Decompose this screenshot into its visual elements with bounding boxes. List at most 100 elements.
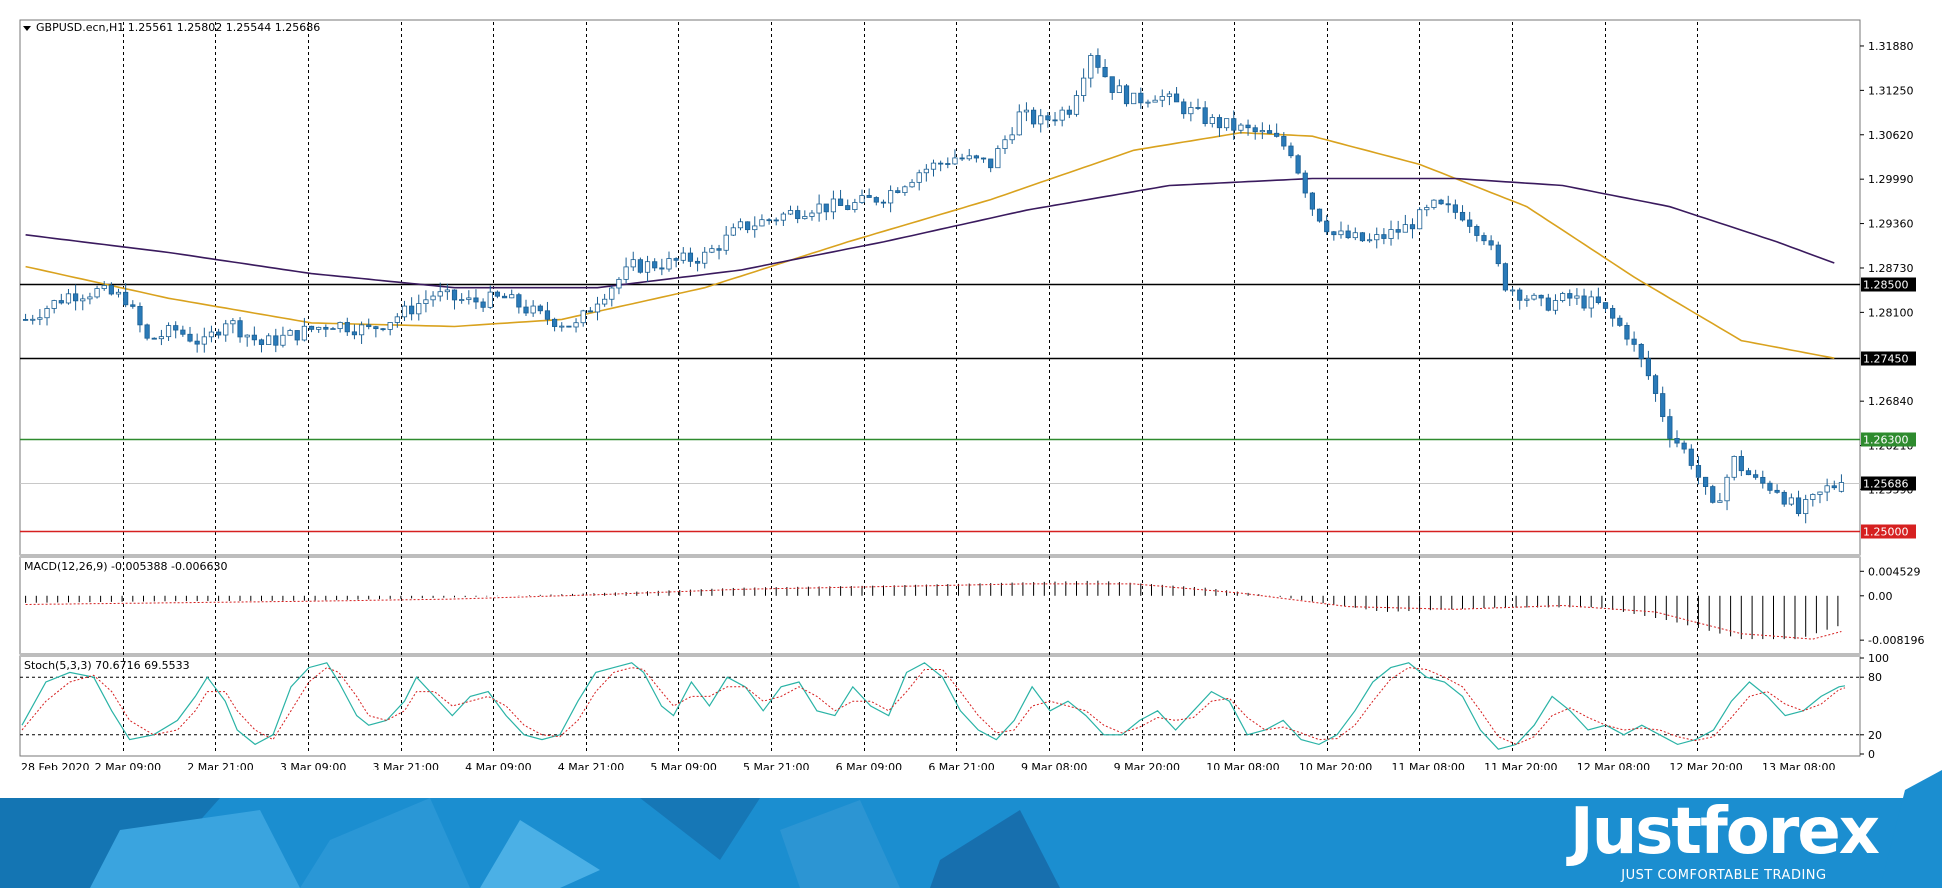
bull-candle — [580, 310, 586, 324]
bull-candle — [1366, 239, 1373, 242]
bear-candle — [1695, 465, 1702, 478]
bear-candle — [1395, 229, 1401, 233]
bear-candle — [516, 294, 522, 308]
bear-candle — [837, 198, 844, 206]
bull-candle — [101, 285, 107, 289]
bear-candle — [1173, 93, 1180, 103]
bear-candle — [173, 325, 179, 331]
bear-candle — [1781, 491, 1787, 505]
bear-candle — [1545, 297, 1551, 311]
bear-candle — [1831, 485, 1837, 489]
bear-candle — [716, 248, 722, 251]
brand-banner — [0, 770, 1942, 888]
bear-candle — [123, 291, 129, 306]
bull-candle — [337, 322, 343, 329]
time-tick-label: 28 Feb 2020 — [21, 761, 89, 770]
time-tick-label: 6 Mar 21:00 — [928, 761, 994, 770]
bear-candle — [1645, 358, 1652, 377]
bull-candle — [466, 297, 472, 300]
bear-candle — [351, 331, 358, 336]
bull-candle — [1817, 491, 1823, 495]
bear-candle — [73, 293, 79, 302]
bull-candle — [730, 227, 736, 236]
bull-candle — [30, 318, 36, 321]
bull-candle — [602, 298, 608, 305]
bear-candle — [1638, 343, 1644, 360]
bull-candle — [65, 293, 72, 304]
bear-candle — [1266, 130, 1273, 134]
bull-candle — [930, 162, 937, 170]
bear-candle — [1331, 231, 1337, 236]
level-tag-label: 1.27450 — [1863, 353, 1909, 366]
bull-candle — [1424, 207, 1430, 211]
chart-title: GBPUSD.ecn,H1 1.25561 1.25802 1.25544 1.… — [36, 21, 320, 34]
bear-candle — [694, 260, 701, 264]
bull-candle — [1552, 300, 1559, 311]
bull-candle — [1238, 124, 1244, 131]
bull-candle — [1788, 497, 1794, 505]
bear-candle — [1345, 230, 1351, 239]
bear-candle — [1567, 293, 1573, 299]
bull-candle — [1374, 234, 1380, 241]
bull-candle — [1259, 130, 1265, 133]
bull-candle — [94, 288, 100, 298]
bull-candle — [301, 325, 307, 341]
bull-candle — [1016, 111, 1022, 136]
bull-candle — [737, 221, 744, 229]
stoch-tick-label: 20 — [1868, 729, 1882, 742]
bear-candle — [251, 334, 257, 341]
time-tick-label: 10 Mar 20:00 — [1299, 761, 1372, 770]
level-tag-bg — [1861, 277, 1916, 292]
bear-candle — [895, 190, 901, 193]
price-tick-label: 1.26840 — [1868, 395, 1914, 408]
bull-candle — [1838, 482, 1845, 492]
bear-candle — [1231, 118, 1237, 131]
bull-candle — [1152, 99, 1158, 103]
bull-candle — [1402, 224, 1408, 233]
bear-candle — [1102, 66, 1108, 78]
bull-candle — [966, 155, 972, 160]
bull-candle — [1724, 476, 1730, 502]
bull-candle — [888, 190, 894, 204]
bear-candle — [873, 197, 879, 203]
time-tick-label: 12 Mar 20:00 — [1669, 761, 1742, 770]
bear-candle — [1631, 338, 1637, 345]
brand-tagline: JUST COMFORTABLE TRADING — [1621, 868, 1827, 883]
bull-candle — [1209, 117, 1215, 124]
level-tag-bg — [1861, 432, 1916, 447]
bear-candle — [1674, 438, 1680, 444]
bull-candle — [1009, 134, 1015, 141]
bear-candle — [1688, 448, 1694, 466]
bull-candle — [630, 259, 636, 268]
bear-candle — [1452, 204, 1458, 213]
price-axis: 1.31880 1.31250 1.30620 1.29990 1.29360 1.287… — [1860, 40, 1914, 496]
bear-candle — [409, 305, 415, 315]
macd-pane-frame — [19, 556, 1861, 655]
bull-candle — [444, 289, 450, 293]
bear-candle — [652, 261, 658, 269]
bull-candle — [487, 291, 493, 308]
time-tick-label: 5 Mar 21:00 — [743, 761, 809, 770]
bull-candle — [1166, 93, 1173, 97]
bear-candle — [1610, 308, 1616, 319]
time-tick-label: 10 Mar 08:00 — [1206, 761, 1279, 770]
bear-candle — [480, 301, 486, 308]
stoch-signal-line — [21, 667, 1846, 745]
time-tick-label: 3 Mar 21:00 — [373, 761, 439, 770]
bear-candle — [1324, 220, 1330, 233]
time-tick-label: 11 Mar 08:00 — [1391, 761, 1464, 770]
bull-candle — [316, 326, 322, 330]
bear-candle — [108, 285, 114, 295]
bull-candle — [923, 168, 929, 174]
stoch-pane-frame — [19, 655, 1861, 757]
bear-candle — [1617, 317, 1623, 326]
bear-candle — [344, 322, 350, 333]
bull-candle — [902, 186, 908, 193]
dropdown-triangle-icon[interactable] — [23, 26, 31, 31]
bear-candle — [845, 205, 851, 211]
price-tick-label: 1.29990 — [1868, 173, 1914, 186]
bear-candle — [1745, 470, 1752, 476]
bear-candle — [1195, 107, 1201, 109]
bull-candle — [530, 305, 536, 314]
bull-candle — [44, 308, 50, 319]
